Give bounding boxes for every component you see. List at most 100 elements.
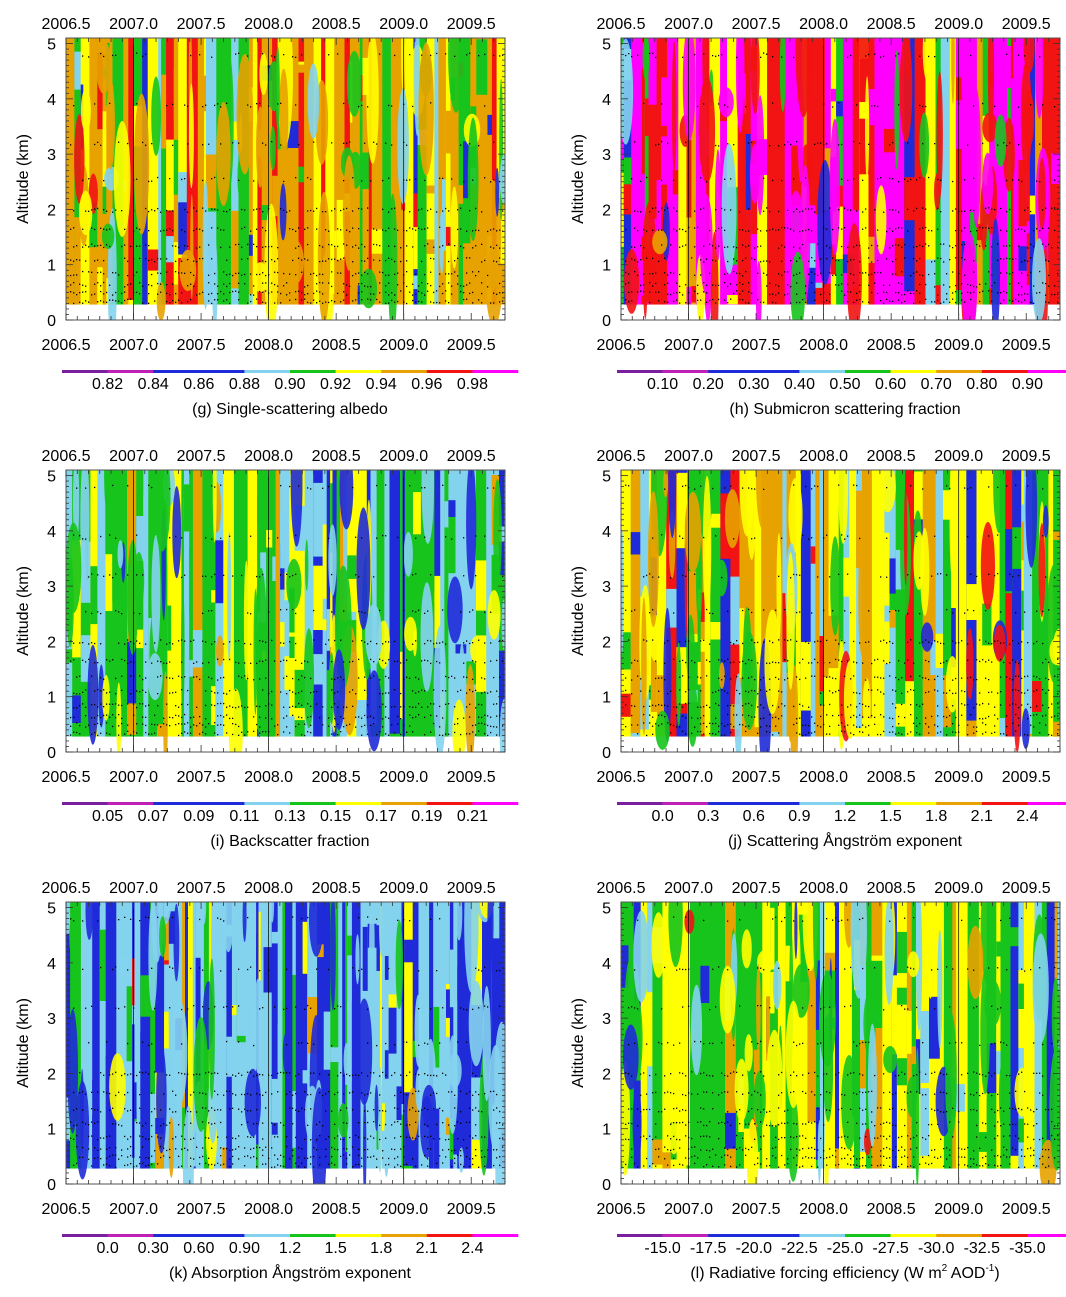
sample-dot bbox=[763, 177, 765, 179]
sample-dot bbox=[673, 207, 675, 209]
sample-dot bbox=[367, 229, 369, 232]
sample-dot bbox=[256, 723, 258, 726]
sample-dot bbox=[934, 143, 936, 145]
sample-dot bbox=[496, 293, 498, 295]
sample-dot bbox=[445, 536, 447, 538]
heatmap-cell bbox=[298, 166, 305, 183]
sample-dot bbox=[100, 723, 102, 725]
heatmap-cell bbox=[74, 217, 82, 275]
sample-dot bbox=[337, 723, 339, 725]
sample-dot bbox=[985, 731, 987, 733]
sample-dot bbox=[838, 284, 840, 286]
sample-dot bbox=[976, 575, 978, 578]
sample-dot bbox=[757, 299, 759, 301]
sample-dot bbox=[493, 247, 495, 249]
sample-dot bbox=[337, 228, 339, 230]
sample-dot bbox=[964, 301, 966, 303]
sample-dot bbox=[664, 642, 666, 644]
sample-dot bbox=[640, 211, 642, 213]
sample-dot bbox=[640, 284, 642, 287]
sample-dot bbox=[727, 285, 729, 288]
sample-dot bbox=[481, 722, 483, 724]
sample-dot bbox=[430, 301, 432, 303]
sample-dot bbox=[1051, 703, 1053, 705]
sample-dot bbox=[130, 675, 132, 677]
sample-dot bbox=[355, 244, 357, 246]
sample-dot bbox=[448, 273, 450, 275]
sample-dot bbox=[940, 257, 942, 260]
sample-dot bbox=[625, 54, 627, 57]
sample-dot bbox=[322, 293, 324, 295]
colorbar-segment bbox=[290, 370, 336, 373]
sample-dot bbox=[1003, 661, 1005, 664]
sample-dot bbox=[406, 144, 408, 146]
sample-dot bbox=[658, 300, 660, 302]
sample-dot bbox=[124, 228, 126, 230]
heatmap-cell bbox=[686, 286, 692, 302]
sample-dot bbox=[832, 677, 834, 679]
heatmap-blob bbox=[1013, 659, 1021, 752]
heatmap-cell bbox=[127, 735, 137, 737]
sample-dot bbox=[196, 228, 198, 230]
sample-dot bbox=[952, 705, 954, 707]
sample-dot bbox=[430, 714, 432, 716]
sample-dot bbox=[292, 608, 294, 611]
sample-dot bbox=[700, 259, 702, 261]
sample-dot bbox=[838, 714, 840, 717]
sample-dot bbox=[775, 302, 777, 304]
heatmap-cell bbox=[1029, 38, 1036, 305]
heatmap-cell bbox=[879, 266, 885, 282]
sample-dot bbox=[1048, 609, 1050, 611]
sample-dot bbox=[328, 537, 330, 539]
sample-dot bbox=[127, 142, 129, 145]
heatmap-cell bbox=[966, 720, 978, 737]
sample-dot bbox=[283, 717, 285, 719]
sample-dot bbox=[211, 56, 213, 58]
sample-dot bbox=[484, 662, 486, 664]
sample-dot bbox=[721, 576, 723, 579]
sample-dot bbox=[1027, 703, 1029, 705]
sample-dot bbox=[742, 487, 744, 489]
sample-dot bbox=[892, 717, 894, 720]
sample-dot bbox=[859, 692, 861, 695]
sample-dot bbox=[895, 733, 897, 735]
sample-dot bbox=[700, 723, 702, 725]
sample-dot bbox=[259, 640, 261, 642]
sample-dot bbox=[841, 714, 843, 716]
heatmap-cell bbox=[476, 560, 487, 611]
sample-dot bbox=[721, 722, 723, 725]
sample-dot bbox=[994, 105, 996, 107]
sample-dot bbox=[808, 732, 810, 734]
sample-dot bbox=[766, 690, 768, 692]
sample-dot bbox=[826, 143, 828, 145]
heatmap-cell bbox=[1012, 527, 1022, 589]
sample-dot bbox=[274, 302, 276, 304]
sample-dot bbox=[802, 705, 804, 707]
sample-dot bbox=[202, 207, 204, 209]
sample-dot bbox=[361, 537, 363, 539]
x-tick-label-bottom: 2008.0 bbox=[799, 337, 848, 354]
sample-dot bbox=[796, 141, 798, 143]
sample-dot bbox=[430, 285, 432, 287]
sample-dot bbox=[784, 639, 786, 641]
sample-dot bbox=[826, 676, 828, 678]
sample-dot bbox=[205, 575, 207, 577]
sample-dot bbox=[169, 294, 171, 296]
sample-dot bbox=[397, 229, 399, 231]
y-tick-label: 1 bbox=[602, 258, 611, 275]
sample-dot bbox=[1003, 290, 1005, 292]
sample-dot bbox=[961, 243, 963, 246]
heatmap-blob bbox=[655, 710, 670, 750]
sample-dot bbox=[235, 661, 237, 663]
sample-dot bbox=[1039, 143, 1041, 145]
sample-dot bbox=[673, 658, 675, 660]
heatmap-cell bbox=[254, 38, 258, 305]
sample-dot bbox=[256, 208, 258, 210]
heatmap-cell bbox=[666, 588, 678, 628]
sample-dot bbox=[649, 612, 651, 614]
sample-dot bbox=[991, 691, 993, 693]
sample-dot bbox=[142, 703, 144, 705]
sample-dot bbox=[856, 662, 858, 664]
heatmap-cell bbox=[434, 38, 439, 305]
heatmap-blob bbox=[786, 552, 795, 690]
